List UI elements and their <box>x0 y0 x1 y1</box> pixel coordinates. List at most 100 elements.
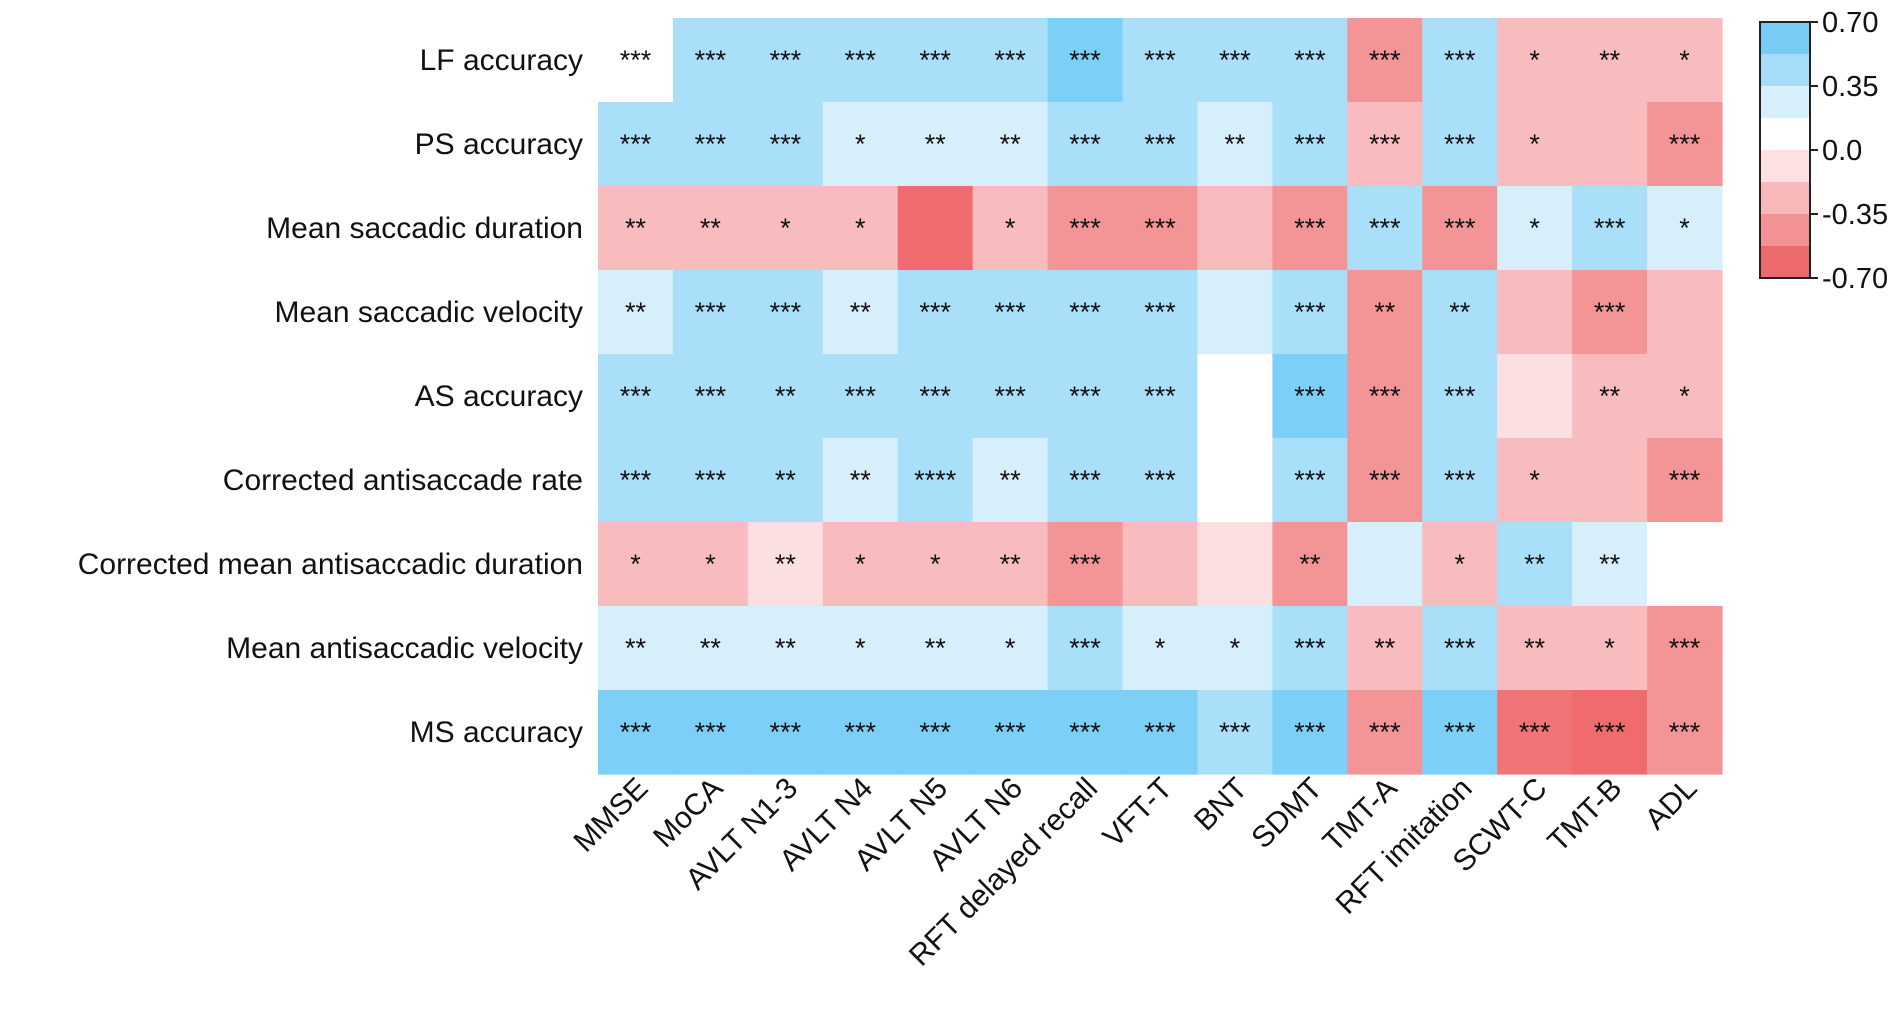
significance-label: *** <box>845 45 877 75</box>
heatmap-cell <box>972 270 1049 355</box>
heatmap-cell <box>747 522 824 607</box>
heatmap-cell <box>747 354 824 439</box>
heatmap-cell <box>1197 186 1273 271</box>
significance-label: *** <box>620 45 652 75</box>
color-legend: 0.70 0.35 0.0 -0.35 -0.70 <box>1759 7 1888 295</box>
heatmap-cell <box>972 102 1049 187</box>
heatmap-cell <box>1047 606 1124 691</box>
significance-label: *** <box>1069 549 1101 579</box>
significance-label: ** <box>850 465 872 495</box>
significance-label: ** <box>1374 297 1396 327</box>
heatmap-cell <box>1122 102 1199 187</box>
heatmap-cell <box>1122 18 1199 103</box>
column-label: VFT-T <box>1097 772 1179 854</box>
significance-label: *** <box>1594 213 1626 243</box>
row-label: Mean saccadic duration <box>266 212 583 245</box>
significance-label: *** <box>1144 381 1176 411</box>
significance-label: *** <box>1369 129 1401 159</box>
heatmap-cell <box>1047 270 1124 355</box>
legend-tick-label: 0.35 <box>1822 71 1878 103</box>
significance-label: ** <box>1000 129 1022 159</box>
heatmap-cell <box>1422 690 1498 775</box>
heatmap-cell <box>1122 354 1199 439</box>
heatmap-cell <box>1047 102 1124 187</box>
heatmap-cell <box>897 18 974 103</box>
significance-label: *** <box>1444 465 1476 495</box>
significance-label: *** <box>1144 717 1176 747</box>
heatmap-cell <box>972 354 1049 439</box>
heatmap-cell <box>1347 606 1423 691</box>
row-label: MS accuracy <box>410 716 583 749</box>
heatmap-cell <box>1197 690 1273 775</box>
significance-label: ** <box>850 297 872 327</box>
heatmap-cell <box>972 690 1049 775</box>
legend-swatch <box>1760 214 1810 247</box>
column-label: SDMT <box>1245 772 1328 855</box>
significance-label: *** <box>1594 717 1626 747</box>
column-label: BNT <box>1188 772 1254 838</box>
heatmap-cell <box>1122 522 1199 607</box>
heatmap-cell <box>1647 102 1723 187</box>
column-label: TMT-B <box>1542 772 1629 859</box>
heatmap-cell <box>897 606 974 691</box>
significance-label: *** <box>1444 45 1476 75</box>
heatmap-cell <box>897 522 974 607</box>
significance-label: ** <box>625 213 647 243</box>
significance-label: *** <box>919 297 951 327</box>
heatmap-cell <box>822 438 899 523</box>
heatmap-cell <box>822 690 899 775</box>
significance-label: *** <box>1294 381 1326 411</box>
significance-label: ** <box>1599 549 1621 579</box>
heatmap-cell <box>1197 522 1273 607</box>
significance-label: *** <box>919 381 951 411</box>
significance-label: *** <box>770 717 802 747</box>
heatmap-cell <box>1572 186 1648 271</box>
heatmap-cell <box>897 354 974 439</box>
heatmap-cell <box>1197 18 1273 103</box>
significance-label: *** <box>620 129 652 159</box>
significance-label: * <box>1529 465 1540 495</box>
heatmap-cell <box>1047 18 1124 103</box>
significance-label: * <box>630 549 641 579</box>
significance-label: *** <box>1444 717 1476 747</box>
heatmap-cell <box>1497 690 1573 775</box>
heatmap-cell <box>672 270 749 355</box>
significance-label: *** <box>1069 381 1101 411</box>
row-label: Mean antisaccadic velocity <box>226 632 583 665</box>
heatmap-cell <box>598 606 674 691</box>
heatmap-cell <box>897 690 974 775</box>
significance-label: *** <box>1069 465 1101 495</box>
heatmap-cell <box>1497 606 1573 691</box>
significance-label: *** <box>695 717 727 747</box>
heatmap-cell <box>1272 186 1348 271</box>
significance-label: *** <box>695 297 727 327</box>
heatmap-cell <box>1197 102 1273 187</box>
significance-label: * <box>1005 633 1016 663</box>
significance-label: *** <box>1069 45 1101 75</box>
heatmap-cell <box>672 354 749 439</box>
heatmap-cell <box>1347 522 1423 607</box>
significance-label: *** <box>1219 45 1251 75</box>
significance-label: *** <box>1444 633 1476 663</box>
heatmap-cell <box>1272 354 1348 439</box>
row-label: LF accuracy <box>420 44 583 77</box>
heatmap-cell <box>1347 690 1423 775</box>
heatmap-cell <box>1497 186 1573 271</box>
row-label: Corrected mean antisaccadic duration <box>78 548 583 581</box>
heatmap-cell <box>972 606 1049 691</box>
heatmap-cell <box>1422 186 1498 271</box>
heatmap-cell <box>1647 270 1723 355</box>
significance-label: * <box>855 213 866 243</box>
significance-label: * <box>1005 213 1016 243</box>
significance-label: ** <box>775 549 797 579</box>
significance-label: *** <box>1369 45 1401 75</box>
significance-label: ** <box>700 633 722 663</box>
heatmap-cell <box>1122 186 1199 271</box>
significance-label: *** <box>770 45 802 75</box>
legend-swatch <box>1760 118 1810 151</box>
heatmap-cell <box>897 102 974 187</box>
heatmap-cell <box>598 354 674 439</box>
significance-label: *** <box>695 45 727 75</box>
significance-label: *** <box>1519 717 1551 747</box>
legend-swatch <box>1760 54 1810 87</box>
